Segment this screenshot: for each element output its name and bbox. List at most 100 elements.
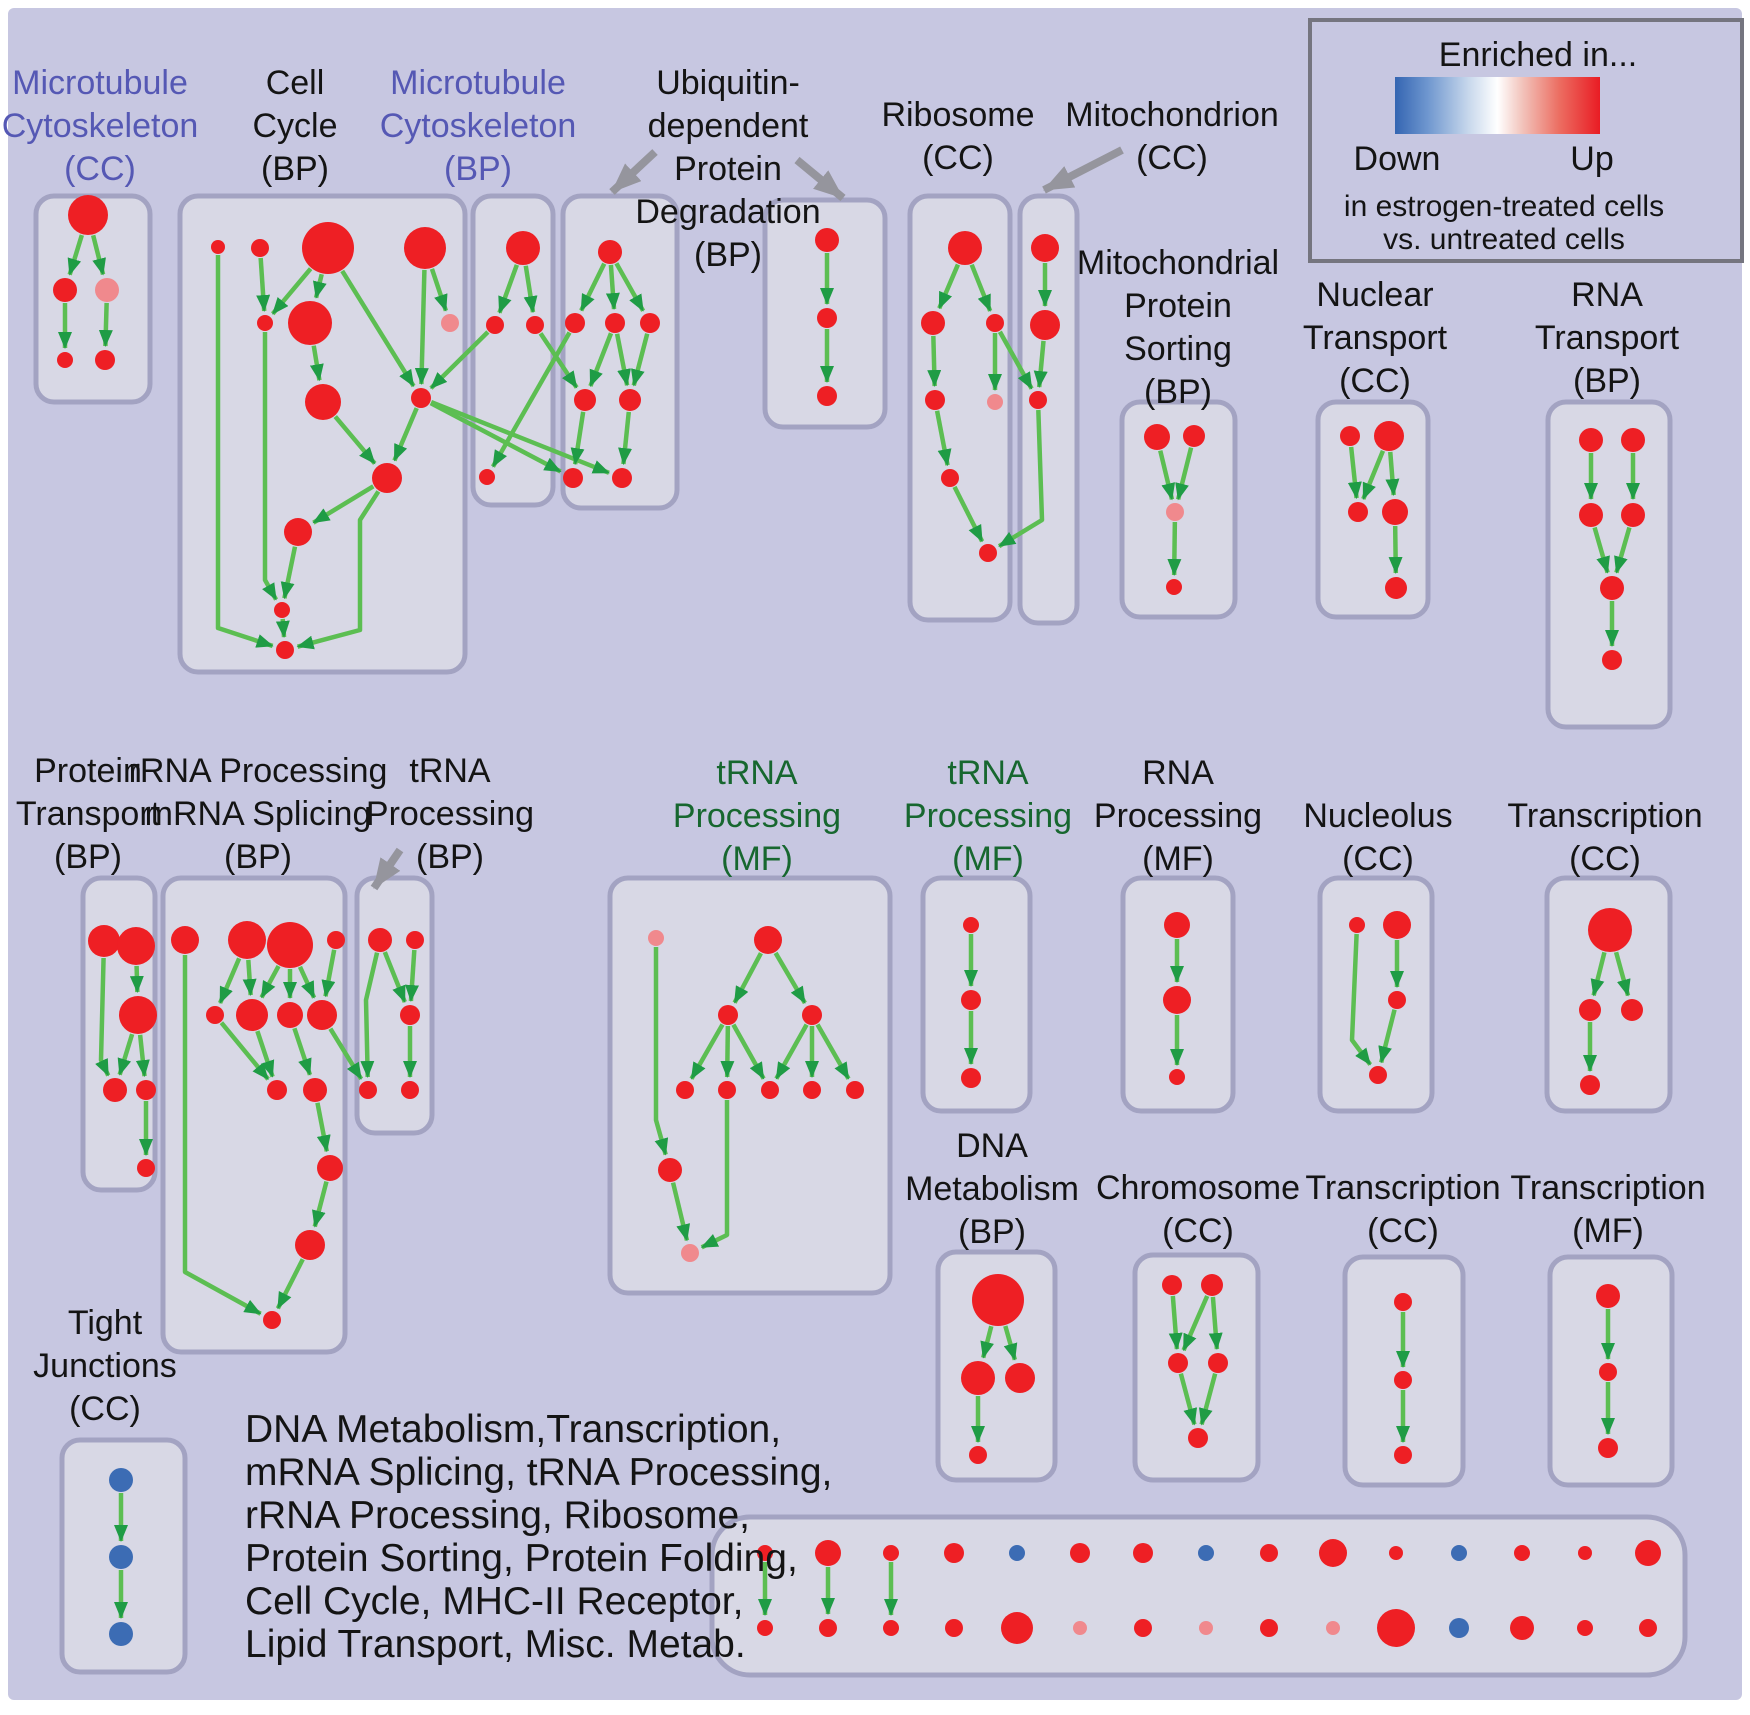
edge: [312, 273, 327, 299]
tmf1-box: [607, 875, 893, 1296]
ub-node-b1: [563, 468, 583, 488]
misc-categories-line: rRNA Processing, Ribosome,: [245, 1494, 751, 1537]
label-pointer-arrow: [370, 847, 404, 891]
ub-node-m1: [565, 313, 585, 333]
rrna-node-p2: [228, 921, 266, 959]
tmf1-node-big: [658, 1158, 682, 1182]
dnam-node-b: [969, 1446, 987, 1464]
dnam-label: DNA Metabolism (BP): [905, 1127, 1079, 1251]
summary-node-top-3: [883, 1545, 899, 1561]
pt-label: Protein Transport (BP): [16, 752, 161, 876]
legend-up-label: Up: [1570, 140, 1614, 178]
edge: [670, 1182, 691, 1242]
tmf1-node-p: [648, 930, 664, 946]
edge: [242, 959, 257, 997]
edge: [969, 263, 993, 312]
summary-node-top-1: [757, 1545, 773, 1561]
mtcc-node-d: [57, 352, 73, 368]
tmf1-node-t: [754, 926, 782, 954]
edge: [1385, 451, 1400, 497]
rnat-node-m2: [1621, 503, 1645, 527]
cluster-labels: Microtubule Cytoskeleton (CC) Cell Cycle (BP)…: [2, 64, 1706, 1428]
rnat-node-m1: [1579, 503, 1603, 527]
edge: [292, 1027, 313, 1076]
edge: [429, 268, 449, 312]
dnam-node-m2: [1005, 1363, 1035, 1393]
edge: [1178, 1373, 1198, 1426]
rrna-node-s1: [317, 1155, 343, 1181]
rnat-node-b2: [1602, 650, 1622, 670]
tmf3-node-n1: [1596, 1284, 1620, 1308]
tcc1-label: Transcription (CC): [1507, 797, 1702, 878]
rnat-node-b1: [1600, 576, 1624, 600]
summary-node-bottom-4: [945, 1619, 963, 1637]
summary-node-top-5: [1009, 1545, 1025, 1561]
nodes: [53, 195, 1661, 1647]
ub-label: Ubiquitin-dependent Protein Degradation (BP…: [635, 64, 820, 274]
edge: [618, 411, 633, 466]
edge: [259, 965, 281, 999]
cc-node-c: [302, 222, 354, 274]
edge: [614, 333, 631, 387]
pt-node-t1: [88, 925, 120, 957]
summary-node-top-2: [815, 1540, 841, 1566]
chrom-node-m2: [1208, 1353, 1228, 1373]
legend-title: Enriched in...: [1438, 36, 1638, 74]
summary-node-top-6: [1070, 1543, 1090, 1563]
pt-node-m1: [103, 1078, 127, 1102]
edge: [631, 333, 650, 387]
mito-label: Mitochondrion (CC): [1065, 96, 1279, 177]
edge: [340, 269, 416, 388]
edge: [952, 485, 985, 543]
tmf2-label: tRNA Processing (MF): [904, 754, 1072, 878]
summary-node-bottom-6: [1073, 1621, 1087, 1635]
cc-node-h: [305, 384, 341, 420]
edge: [731, 1023, 766, 1080]
edge: [497, 264, 519, 314]
rrna-node-bot: [263, 1311, 281, 1329]
label-pointer-arrow: [794, 156, 846, 202]
rrna-node-p3: [267, 922, 313, 968]
mps-node-b: [1166, 579, 1182, 595]
nuc-node-t1: [1340, 426, 1360, 446]
edge: [280, 546, 298, 600]
ub-node-b2: [612, 468, 632, 488]
legend-subtitle-2: vs. untreated cells: [1383, 223, 1625, 256]
mps-node-p: [1166, 503, 1184, 521]
edge: [523, 265, 538, 314]
tmf1-node-c1: [676, 1081, 694, 1099]
edge: [605, 264, 620, 311]
label-pointer-arrows: [370, 146, 1124, 891]
summary-node-top-12: [1451, 1545, 1467, 1561]
tmf3-node-n2: [1599, 1363, 1617, 1381]
rrna-node-p1: [171, 926, 199, 954]
rrna-node-q1: [206, 1006, 224, 1024]
ribo-node-p: [987, 394, 1003, 410]
ubchain-node-n1: [815, 228, 839, 252]
cc-node-g: [441, 314, 459, 332]
chrom-node-t2: [1201, 1274, 1223, 1296]
misc-categories-text: DNA Metabolism,Transcription, mRNA Splic…: [245, 1408, 832, 1666]
edge: [997, 330, 1034, 390]
cc-node-e: [257, 315, 273, 331]
tmf1-label: tRNA Processing (MF): [673, 754, 841, 878]
tcc1-node-t: [1588, 908, 1632, 952]
edge: [774, 1023, 809, 1080]
edge: [312, 1180, 329, 1228]
cc-node-k: [284, 518, 312, 546]
rnamf-node-n3: [1169, 1069, 1185, 1085]
tbp-node-t1: [368, 928, 392, 952]
edge: [129, 965, 144, 994]
summary-node-bottom-8: [1199, 1621, 1213, 1635]
tmf1-node-c2: [718, 1081, 736, 1099]
edge: [1033, 340, 1048, 389]
chrom-node-b: [1188, 1428, 1208, 1448]
tbp-node-b2: [401, 1081, 419, 1099]
summary-node-top-13: [1514, 1545, 1530, 1561]
rnat-label: RNA Transport (BP): [1535, 276, 1680, 400]
label-pointer-arrow: [1042, 146, 1124, 194]
ribo-node-l1: [925, 390, 945, 410]
mps-label: Mitochondrial Protein Sorting (BP): [1077, 244, 1279, 411]
edge: [297, 965, 317, 999]
edge: [937, 263, 961, 310]
